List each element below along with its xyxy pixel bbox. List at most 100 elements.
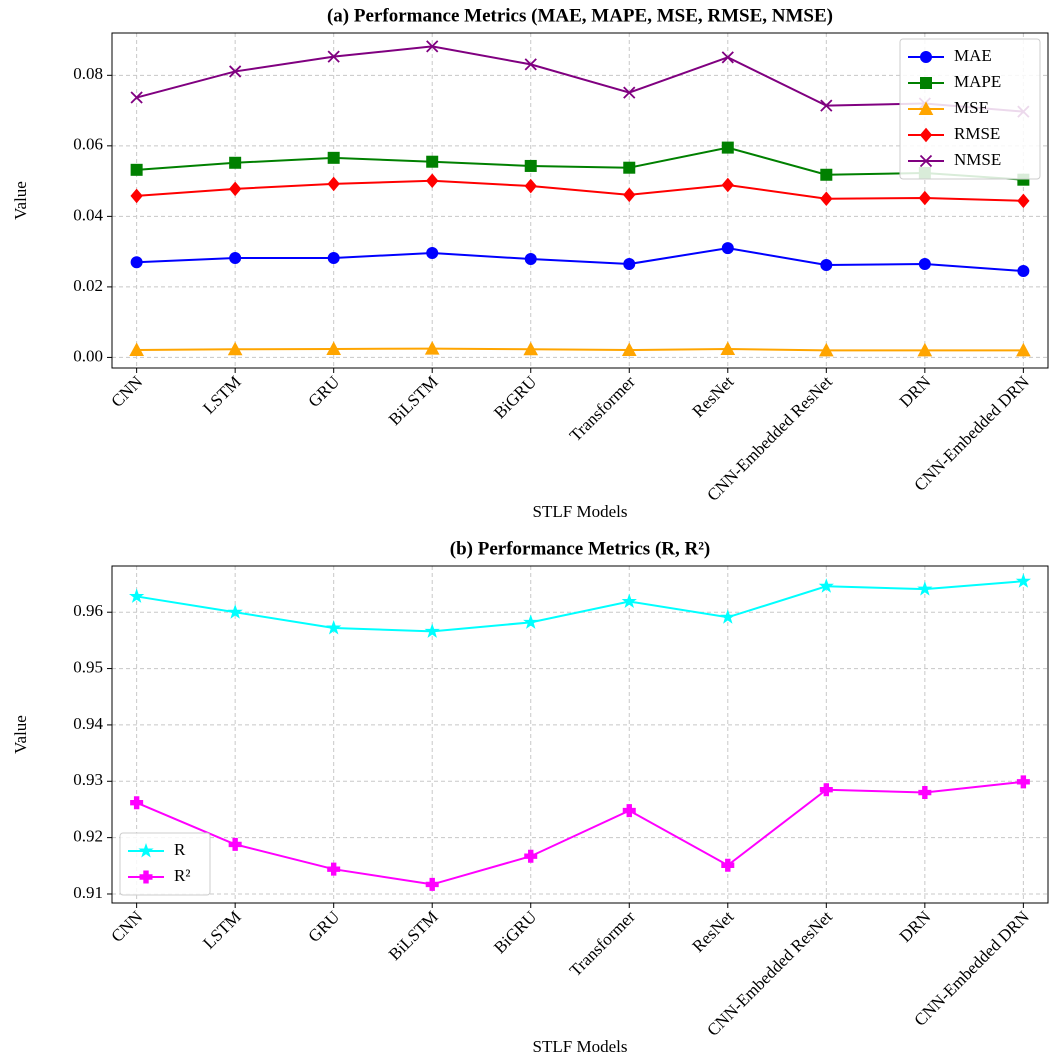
marker <box>623 161 636 174</box>
y-tick-label: 0.02 <box>73 276 103 295</box>
marker <box>721 242 734 255</box>
marker <box>424 341 440 355</box>
y-tick-label: 0.91 <box>73 883 103 902</box>
marker <box>1015 573 1031 588</box>
y-tick-label: 0.96 <box>73 601 103 620</box>
marker <box>426 247 439 260</box>
marker <box>920 77 932 89</box>
x-tick-label: GRU <box>304 372 343 411</box>
marker <box>130 188 143 204</box>
marker <box>326 341 342 355</box>
marker <box>139 870 153 884</box>
marker <box>918 786 932 800</box>
legend-box <box>899 38 1041 180</box>
marker <box>227 341 243 356</box>
marker <box>229 181 242 197</box>
series-line <box>136 347 1024 352</box>
legend-label: R² <box>174 866 190 885</box>
chart-title: (b) Performance Metrics (R, R²) <box>450 538 711 559</box>
y-axis-label: Value <box>11 715 30 754</box>
x-tick-label: CNN <box>107 372 146 411</box>
marker <box>820 168 833 181</box>
marker <box>918 257 931 270</box>
marker <box>622 804 636 818</box>
x-tick-label: BiLSTM <box>385 372 442 429</box>
marker <box>130 91 143 104</box>
x-tick-label: ResNet <box>689 372 738 421</box>
marker <box>229 251 242 264</box>
marker <box>426 40 439 53</box>
marker <box>720 341 736 355</box>
y-tick-label: 0.00 <box>73 346 103 365</box>
legend-label: MSE <box>954 98 989 117</box>
marker <box>138 842 154 858</box>
marker <box>425 877 439 891</box>
marker <box>524 159 537 172</box>
y-tick-label: 0.93 <box>73 770 103 789</box>
marker <box>327 151 340 164</box>
marker <box>721 141 734 154</box>
marker <box>818 578 834 593</box>
marker <box>327 862 341 876</box>
x-tick-label: DRN <box>896 372 935 411</box>
marker <box>919 127 933 143</box>
marker <box>524 58 537 71</box>
y-tick-label: 0.95 <box>73 657 103 676</box>
marker <box>524 849 538 863</box>
marker <box>820 99 833 112</box>
x-tick-label: DRN <box>896 907 935 946</box>
y-tick-label: 0.92 <box>73 827 103 846</box>
marker <box>227 604 243 619</box>
marker <box>326 619 342 635</box>
marker <box>721 858 735 872</box>
marker <box>130 163 143 176</box>
legend-box <box>119 832 211 896</box>
x-axis-label: STLF Models <box>533 502 628 521</box>
marker <box>818 342 834 357</box>
x-tick-label: ResNet <box>689 907 738 956</box>
marker <box>917 581 933 596</box>
marker <box>820 259 833 272</box>
series-line <box>136 780 1024 886</box>
y-tick-label: 0.94 <box>73 714 103 733</box>
chart-title: (a) Performance Metrics (MAE, MAPE, MSE,… <box>327 5 833 26</box>
series-line <box>136 146 1024 181</box>
marker <box>623 257 636 270</box>
marker <box>621 342 637 357</box>
x-tick-label: BiGRU <box>490 907 540 957</box>
marker <box>623 86 636 99</box>
marker <box>523 341 539 356</box>
y-tick-label: 0.04 <box>73 205 103 224</box>
plot-frame <box>111 32 1049 369</box>
legend-label: RMSE <box>954 124 1000 143</box>
marker <box>721 177 734 193</box>
x-tick-label: Transformer <box>566 907 639 980</box>
marker <box>918 190 931 206</box>
x-tick-label: BiGRU <box>490 372 540 422</box>
y-axis-label: Value <box>11 181 30 220</box>
marker <box>919 154 933 168</box>
series-line <box>136 45 1024 113</box>
marker <box>129 588 145 603</box>
series-line <box>136 247 1024 273</box>
series-line <box>136 580 1024 633</box>
marker <box>130 256 143 269</box>
legend-label: NMSE <box>954 150 1001 169</box>
marker <box>229 156 242 169</box>
plot-frame <box>111 565 1049 904</box>
marker <box>1017 193 1030 209</box>
marker <box>129 342 144 357</box>
marker <box>1016 342 1031 357</box>
marker <box>523 614 539 629</box>
marker <box>819 783 833 797</box>
marker <box>918 101 934 115</box>
marker <box>327 251 340 264</box>
marker <box>228 837 242 851</box>
series-line <box>136 179 1024 202</box>
marker <box>820 191 833 207</box>
x-tick-label: BiLSTM <box>385 907 442 964</box>
marker <box>1017 265 1030 278</box>
marker <box>426 173 439 189</box>
marker <box>327 176 340 192</box>
marker <box>1016 775 1030 789</box>
